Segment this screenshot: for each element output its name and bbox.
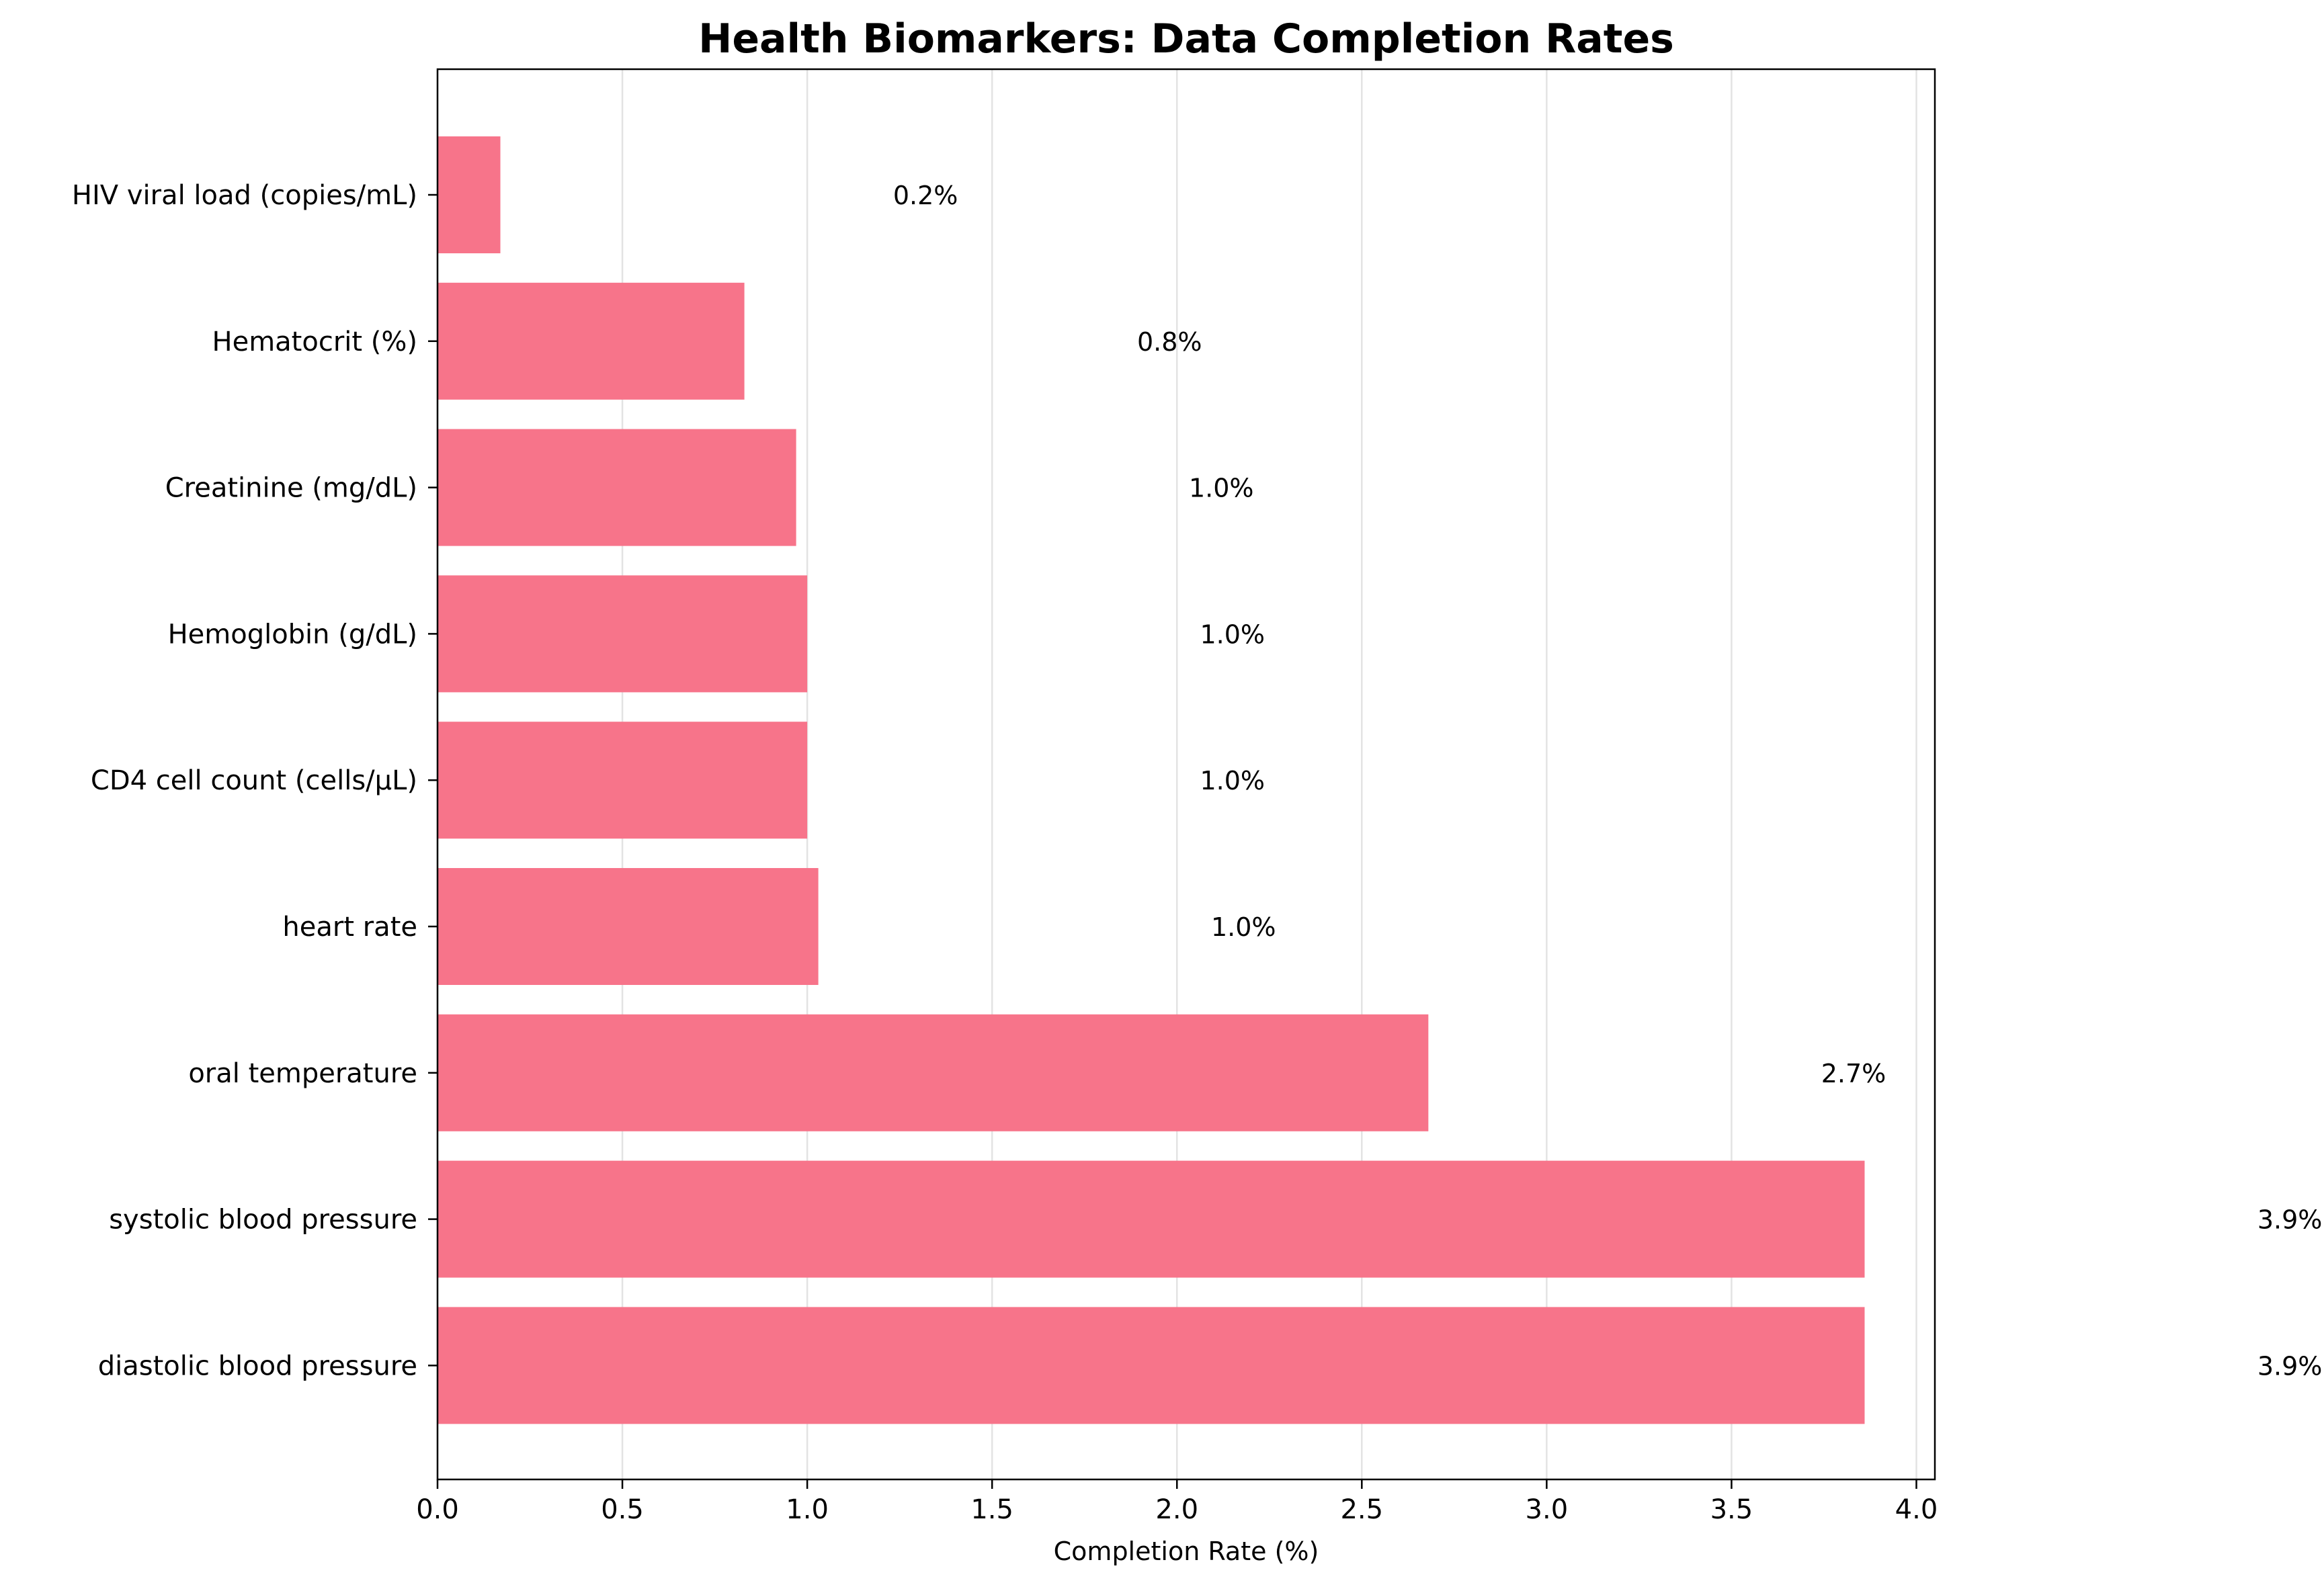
x-tick-label: 0.0 (416, 1494, 459, 1525)
value-label: 0.2% (893, 181, 958, 210)
x-tick-label: 0.5 (601, 1494, 644, 1525)
x-tick-label: 4.0 (1895, 1494, 1938, 1525)
bar (438, 1014, 1429, 1131)
bar (438, 1160, 1865, 1278)
x-tick-label: 3.5 (1710, 1494, 1753, 1525)
x-tick-label: 2.0 (1155, 1494, 1198, 1525)
bar (438, 868, 819, 985)
value-label: 1.0% (1211, 912, 1276, 942)
category-label: CD4 cell count (cells/µL) (91, 765, 417, 796)
bar (438, 136, 501, 253)
x-tick-label: 1.5 (970, 1494, 1013, 1525)
label-layer: HIV viral load (copies/mL) 0.2% Hematocrit… (72, 180, 2322, 1381)
x-tick-label: 1.0 (786, 1494, 829, 1525)
value-label: 2.7% (1821, 1059, 1886, 1088)
value-label: 3.9% (2257, 1205, 2323, 1235)
bar-layer (438, 136, 1865, 1424)
tick-layer: 0.0 0.5 1.0 1.5 2.0 2.5 3.0 3.5 4.0 (416, 193, 1938, 1525)
value-label: 3.9% (2257, 1351, 2323, 1381)
x-tick-label: 3.0 (1526, 1494, 1569, 1525)
bar (438, 575, 808, 693)
value-label: 1.0% (1189, 474, 1254, 503)
category-label: Creatinine (mg/dL) (165, 473, 417, 504)
category-label: HIV viral load (copies/mL) (72, 180, 417, 211)
bar (438, 1307, 1865, 1424)
x-axis-label: Completion Rate (%) (1054, 1537, 1319, 1566)
value-label: 1.0% (1200, 766, 1265, 795)
category-label: diastolic blood pressure (98, 1350, 417, 1381)
plot-frame (436, 68, 1936, 1481)
category-label: Hematocrit (%) (212, 327, 418, 357)
chart-title: Health Biomarkers: Data Completion Rates (698, 15, 1674, 62)
category-label: heart rate (282, 912, 417, 943)
x-tick-label: 2.5 (1340, 1494, 1383, 1525)
bar (438, 282, 745, 400)
value-label: 1.0% (1200, 619, 1265, 649)
bar (438, 429, 796, 546)
category-label: Hemoglobin (g/dL) (168, 619, 417, 650)
value-label: 0.8% (1137, 327, 1202, 357)
bar (438, 722, 808, 839)
category-label: oral temperature (188, 1058, 417, 1089)
category-label: systolic blood pressure (109, 1205, 417, 1236)
